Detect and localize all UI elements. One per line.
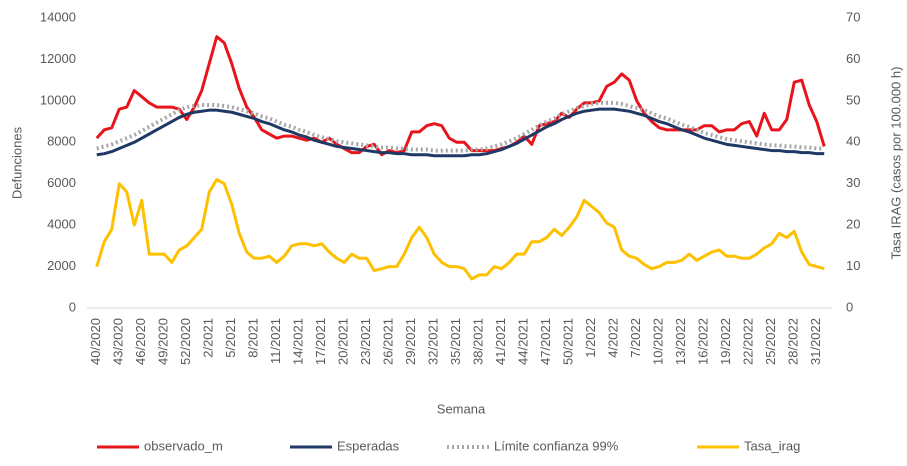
x-tick-label: 38/2021 <box>471 318 486 365</box>
y2-tick-label: 40 <box>846 134 860 149</box>
series-line <box>96 100 825 153</box>
legend-label: Esperadas <box>337 438 400 453</box>
y2-axis-title: Tasa IRAG (casos por 100.000 h) <box>888 67 903 260</box>
legend-label: observado_m <box>144 438 223 453</box>
x-tick-label: 28/2022 <box>786 318 801 365</box>
legend-label: Tasa_irag <box>744 438 800 453</box>
x-tick-label: 32/2021 <box>426 318 441 365</box>
x-tick-label: 13/2022 <box>673 318 688 365</box>
x-tick-label: 10/2022 <box>651 318 666 365</box>
x-tick-label: 29/2021 <box>403 318 418 365</box>
y2-tick-label: 30 <box>846 175 860 190</box>
y-tick-label: 2000 <box>47 258 76 273</box>
y2-tick-label: 70 <box>846 9 860 24</box>
y2-tick-label: 60 <box>846 51 860 66</box>
y-tick-label: 10000 <box>40 92 76 107</box>
y2-tick-label: 0 <box>846 299 853 314</box>
x-axis-title: Semana <box>437 401 486 416</box>
y-tick-label: 8000 <box>47 134 76 149</box>
y-tick-label: 0 <box>69 299 76 314</box>
x-tick-label: 43/2020 <box>111 318 126 365</box>
series-line <box>96 107 825 158</box>
x-tick-label: 52/2020 <box>178 318 193 365</box>
y-axis-title: Defunciones <box>9 126 24 199</box>
y-tick-label: 4000 <box>47 217 76 232</box>
x-tick-label: 16/2022 <box>696 318 711 365</box>
x-tick-label: 14/2021 <box>291 318 306 365</box>
x-tick-label: 5/2021 <box>223 318 238 358</box>
x-tick-label: 25/2022 <box>763 318 778 365</box>
y2-tick-label: 20 <box>846 217 860 232</box>
x-tick-label: 50/2021 <box>561 318 576 365</box>
x-tick-label: 35/2021 <box>448 318 463 365</box>
x-tick-label: 41/2021 <box>493 318 508 365</box>
x-tick-label: 31/2022 <box>808 318 823 365</box>
y-tick-label: 12000 <box>40 51 76 66</box>
y-tick-label: 6000 <box>47 175 76 190</box>
x-tick-label: 8/2021 <box>246 318 261 358</box>
y-tick-label: 14000 <box>40 9 76 24</box>
x-tick-label: 44/2021 <box>516 318 531 365</box>
x-tick-label: 23/2021 <box>358 318 373 365</box>
x-tick-label: 17/2021 <box>313 318 328 365</box>
y2-tick-label: 10 <box>846 258 860 273</box>
x-tick-label: 1/2022 <box>583 318 598 358</box>
x-tick-label: 46/2020 <box>133 318 148 365</box>
y2-tick-label: 50 <box>846 92 860 107</box>
x-tick-label: 2/2021 <box>201 318 216 358</box>
x-tick-label: 7/2022 <box>628 318 643 358</box>
x-tick-label: 40/2020 <box>88 318 103 365</box>
series-line <box>95 35 826 157</box>
x-tick-label: 11/2021 <box>268 318 283 364</box>
x-tick-label: 47/2021 <box>538 318 553 365</box>
x-tick-label: 19/2022 <box>718 318 733 365</box>
x-tick-label: 26/2021 <box>381 318 396 365</box>
x-tick-label: 49/2020 <box>156 318 171 365</box>
x-tick-label: 20/2021 <box>336 318 351 365</box>
x-tick-label: 4/2022 <box>606 318 621 358</box>
x-tick-label: 22/2022 <box>741 318 756 365</box>
legend-label: Límite confianza 99% <box>494 438 619 453</box>
series-line <box>95 178 825 281</box>
